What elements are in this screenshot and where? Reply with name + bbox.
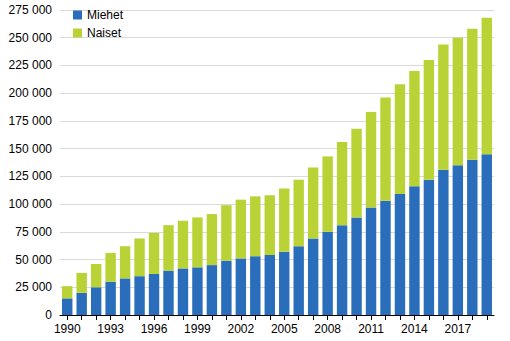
svg-text:25 000: 25 000 (15, 280, 52, 294)
svg-text:2011: 2011 (358, 322, 384, 336)
svg-text:150 000: 150 000 (9, 142, 53, 156)
svg-text:200 000: 200 000 (9, 86, 53, 100)
svg-text:175 000: 175 000 (9, 114, 53, 128)
svg-text:Miehet: Miehet (87, 8, 124, 22)
svg-text:2002: 2002 (227, 322, 254, 336)
svg-text:250 000: 250 000 (9, 31, 53, 45)
svg-text:1999: 1999 (184, 322, 211, 336)
svg-text:0: 0 (45, 308, 52, 322)
svg-text:2014: 2014 (401, 322, 428, 336)
svg-text:1996: 1996 (141, 322, 168, 336)
svg-text:125 000: 125 000 (9, 169, 53, 183)
svg-text:50 000: 50 000 (15, 253, 52, 267)
svg-text:75 000: 75 000 (15, 225, 52, 239)
svg-text:Naiset: Naiset (87, 26, 122, 40)
svg-text:1990: 1990 (54, 322, 81, 336)
svg-text:2005: 2005 (271, 322, 298, 336)
svg-text:1993: 1993 (97, 322, 124, 336)
svg-text:225 000: 225 000 (9, 58, 53, 72)
svg-text:2017: 2017 (444, 322, 471, 336)
svg-text:2008: 2008 (314, 322, 341, 336)
svg-text:100 000: 100 000 (9, 197, 53, 211)
svg-text:275 000: 275 000 (9, 3, 53, 17)
